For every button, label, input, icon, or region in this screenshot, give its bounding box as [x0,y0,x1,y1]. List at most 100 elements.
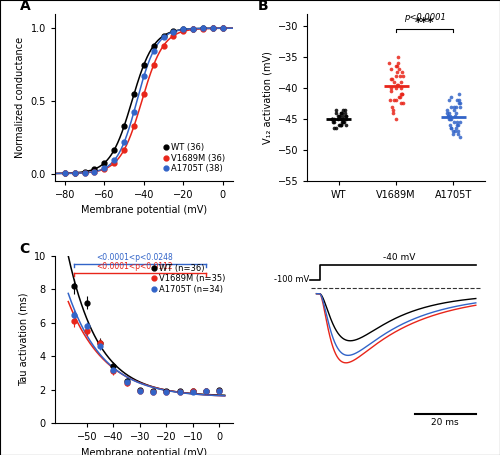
Point [338,118,346,126]
Point [452,96,460,104]
Text: -100 mV: -100 mV [274,275,309,284]
Point [334,112,342,119]
Point [397,91,405,98]
Point [386,96,394,104]
Point [392,96,400,104]
Point [452,125,460,132]
Point [328,115,336,122]
Point [340,118,348,126]
Point [341,106,349,113]
Y-axis label: V₁₂ activation (mV): V₁₂ activation (mV) [262,51,272,144]
Legend: WT (36), V1689M (36), A1705T (38): WT (36), V1689M (36), A1705T (38) [160,140,228,177]
Point [392,115,400,122]
Text: p<0.0001: p<0.0001 [404,13,446,22]
Point [445,115,453,122]
Text: A: A [20,0,30,13]
Point [332,109,340,116]
Point [336,112,344,119]
Text: -40 mV: -40 mV [383,253,416,262]
Point [454,128,462,135]
Point [337,109,345,116]
Point [342,121,350,129]
Point [398,91,406,98]
Point [446,112,454,119]
Point [450,103,458,110]
Point [456,100,464,107]
Point [444,112,452,119]
Point [340,115,347,122]
Point [338,118,346,126]
Y-axis label: Normalized conductance: Normalized conductance [15,37,25,158]
Point [340,118,347,126]
Point [330,115,338,122]
Text: 20 ms: 20 ms [432,419,459,427]
Point [450,131,458,138]
Point [387,66,395,73]
Point [399,72,407,79]
Point [444,106,452,113]
Point [338,115,346,122]
Point [338,109,346,116]
Point [398,100,406,107]
Point [454,131,462,138]
Point [453,118,461,126]
Text: <0.0001<p<0.0112: <0.0001<p<0.0112 [96,263,173,271]
Point [342,115,350,122]
Point [452,103,460,110]
Point [394,60,402,67]
Point [390,96,398,104]
Point [332,125,340,132]
Point [395,94,403,101]
Point [398,69,406,76]
Point [334,121,342,129]
Point [448,94,456,101]
Point [388,75,396,82]
Point [393,69,401,76]
Point [454,121,462,129]
Point [392,63,400,70]
Point [329,118,337,126]
Point [444,112,452,119]
Text: ***: *** [415,15,434,29]
X-axis label: Membrane potential (mV): Membrane potential (mV) [81,448,207,455]
Point [394,63,402,70]
Point [392,81,400,88]
Point [456,134,464,141]
Point [342,112,349,119]
Point [452,128,460,135]
Point [390,78,398,86]
Point [396,94,404,101]
Point [442,109,450,116]
Point [332,106,340,113]
Point [338,115,345,122]
Point [450,112,458,119]
Point [446,109,454,116]
Point [339,112,347,119]
Point [330,118,338,126]
Point [394,81,402,88]
Point [390,106,398,113]
Point [446,121,454,129]
Point [386,60,394,67]
Point [392,72,400,79]
Point [337,121,345,129]
Point [388,103,396,110]
Point [398,91,406,98]
Point [397,78,405,86]
Point [454,91,462,98]
Point [456,100,464,107]
Point [335,112,343,119]
Point [446,115,454,122]
Point [450,128,458,135]
Point [334,115,342,122]
X-axis label: Membrane potential (mV): Membrane potential (mV) [81,205,207,215]
Point [447,125,455,132]
Point [336,121,344,129]
Point [388,75,396,82]
Point [396,72,404,79]
Point [386,84,394,91]
Point [396,100,404,107]
Point [456,103,464,110]
Point [450,118,458,126]
Point [448,125,456,132]
